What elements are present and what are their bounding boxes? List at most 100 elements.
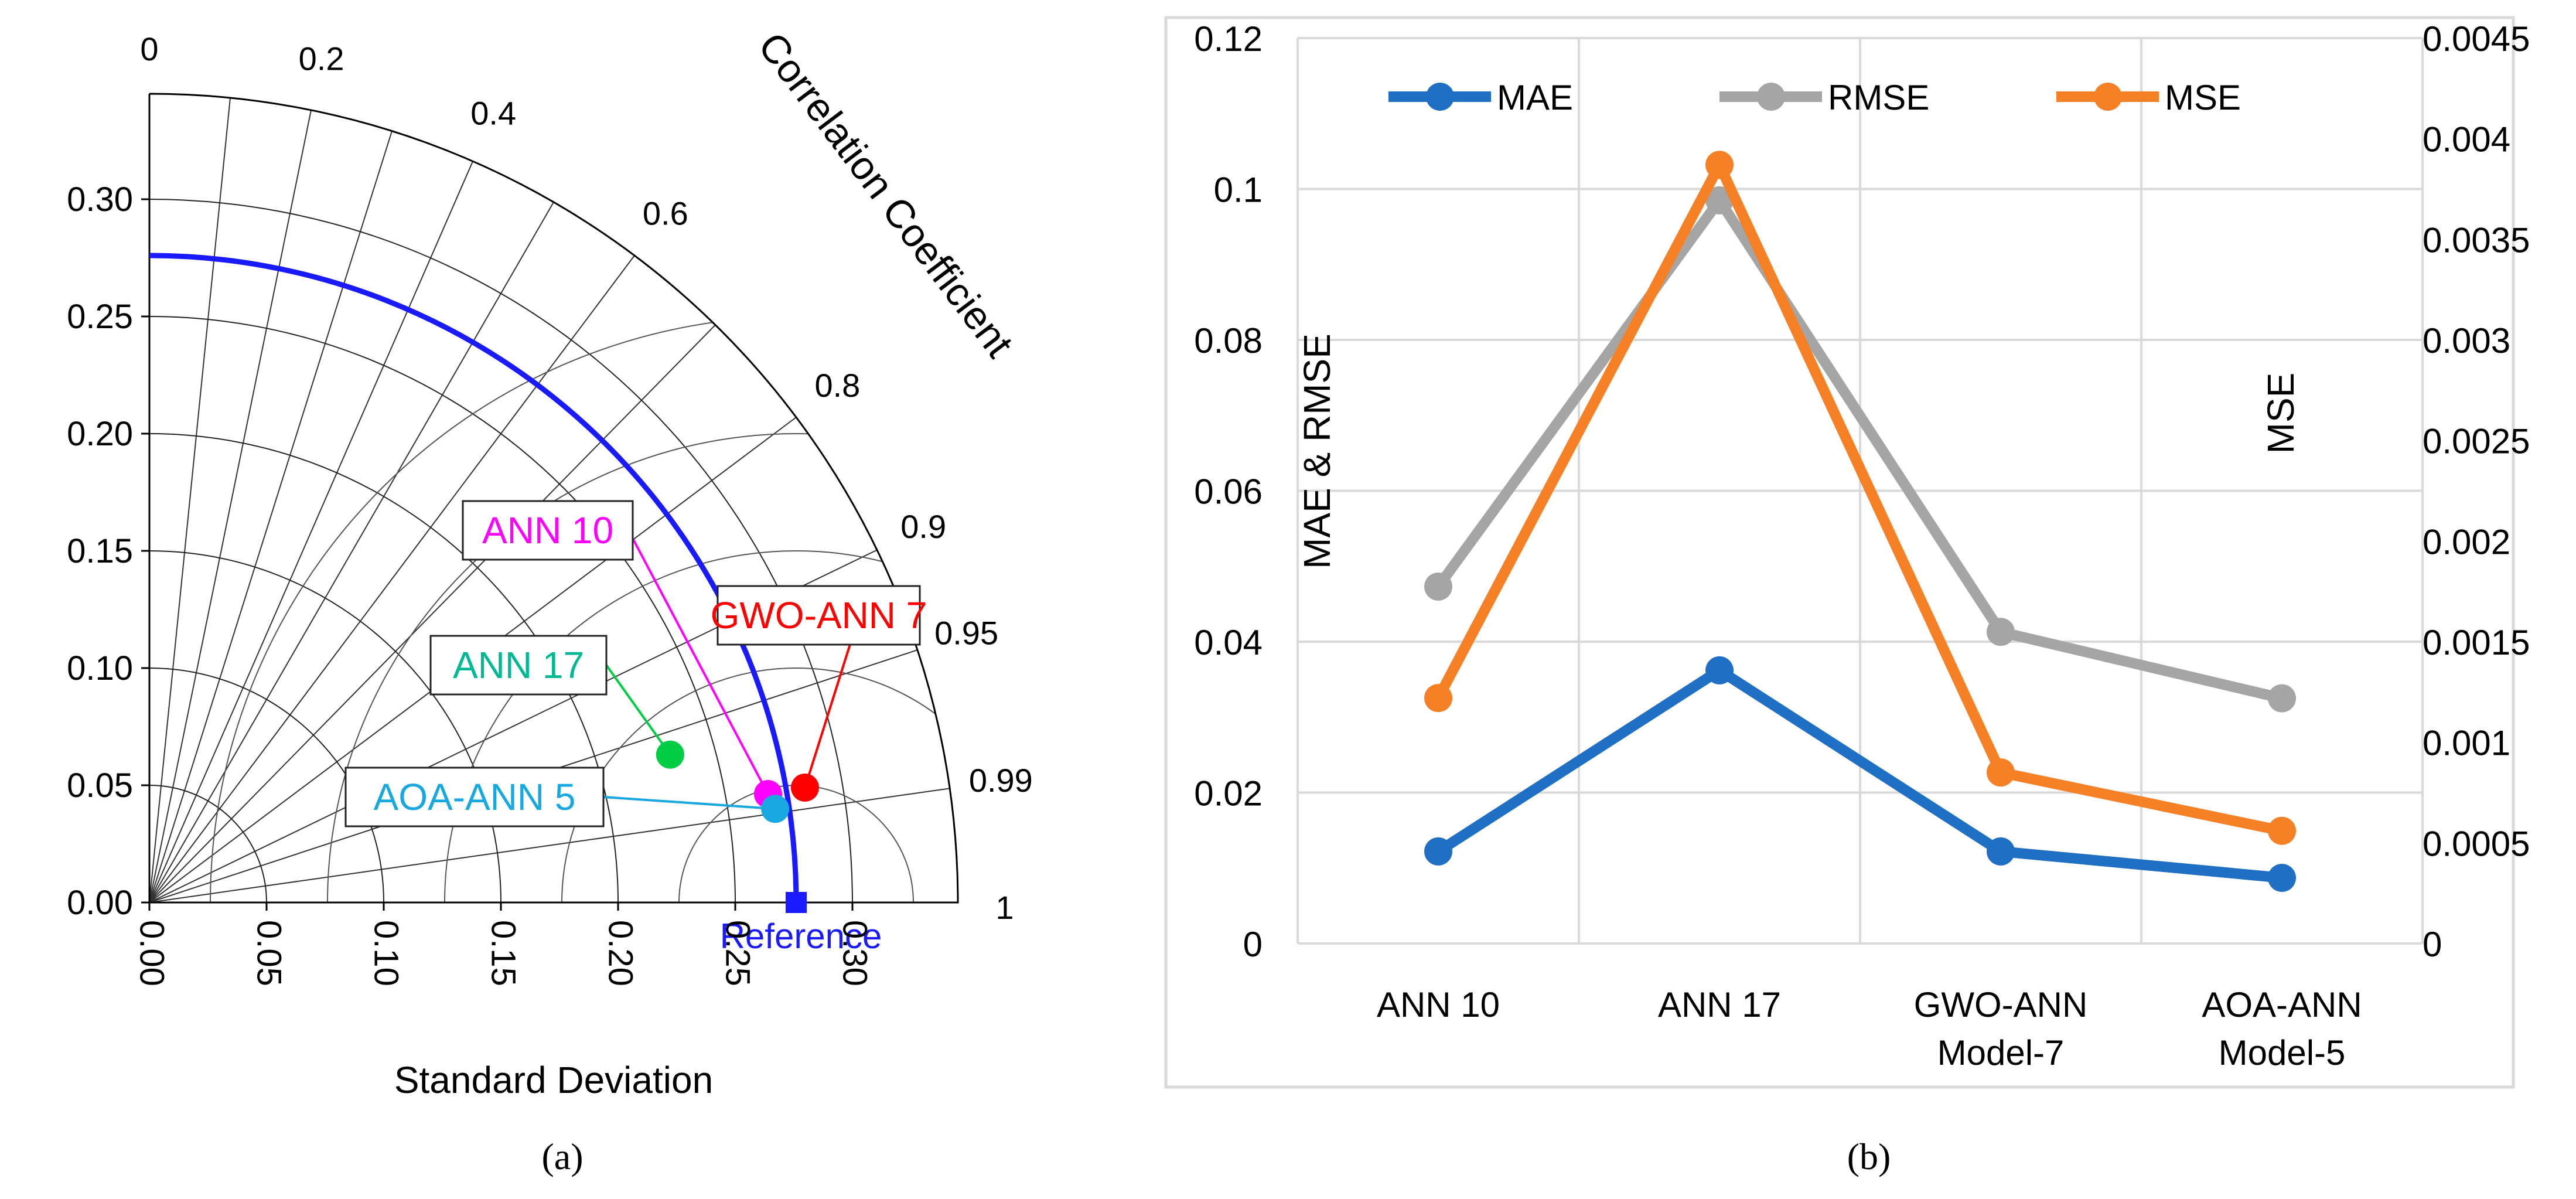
legend-label: RMSE	[1828, 78, 1929, 117]
corr-tick-label: 1	[995, 889, 1014, 926]
legend-label: MAE	[1497, 78, 1573, 117]
diagram-frame	[148, 93, 959, 904]
y-tick-label: 0.25	[67, 298, 133, 336]
corr-spoke	[149, 788, 950, 903]
x-axis-title: Standard Deviation	[394, 1059, 713, 1101]
corr-spoke	[149, 324, 716, 903]
chart-frame	[1164, 16, 2515, 1089]
reference-arc	[149, 253, 799, 903]
left-tick-label: 0.06	[1194, 472, 1263, 512]
model-point	[790, 773, 819, 802]
series-point-rmse	[1705, 186, 1734, 214]
model-label-box	[462, 500, 634, 561]
corr-spoke	[149, 202, 554, 903]
std-arc	[149, 785, 267, 903]
right-tick-label: 0.0045	[2423, 19, 2530, 59]
reference-marker	[786, 892, 807, 913]
corr-tick-label: 0.99	[969, 762, 1033, 799]
corr-spoke	[149, 110, 312, 903]
line-chart: 0 0.02 0.04 0.06 0.08 0.1 0.12 0 0.0005 0.001 0.00…	[1164, 16, 2530, 1177]
corr-spoke	[149, 97, 231, 903]
right-tick-label: 0.003	[2423, 321, 2510, 360]
corr-tick-label: 0.9	[900, 508, 946, 545]
right-axis-title: MSE	[2260, 373, 2302, 454]
x-tick-label: 0.10	[367, 920, 405, 986]
left-tick-label: 0.08	[1194, 321, 1263, 360]
corr-tick-label: 0.4	[470, 95, 516, 132]
right-tick-label: 0.0035	[2423, 220, 2530, 260]
model-leader-line	[804, 618, 859, 788]
corr-spoke	[149, 161, 473, 903]
left-tick-label: 0.02	[1194, 774, 1263, 813]
legend-swatch-point	[1426, 83, 1454, 111]
corr-tick-label: 0.8	[814, 367, 860, 404]
reference-label: Reference	[720, 917, 882, 956]
corr-tick-label: 0.6	[643, 195, 688, 232]
y-tick-label: 0.00	[67, 884, 133, 922]
series-line-mae	[1435, 665, 2282, 883]
x-tick-label: 0.00	[133, 920, 171, 986]
std-arc	[149, 316, 736, 903]
legend-swatch-point	[2094, 83, 2122, 111]
std-arc	[149, 667, 384, 903]
category-label: ANN 10	[1377, 985, 1500, 1024]
model-label-box	[716, 585, 921, 646]
legend-label: MSE	[2165, 78, 2241, 117]
y-tick-label: 0.20	[67, 415, 133, 453]
rms-arc	[327, 433, 958, 902]
category-label: Model-5	[2219, 1033, 2346, 1072]
series-point-mse	[2268, 816, 2296, 845]
category-label: AOA-ANN	[2202, 985, 2362, 1024]
series-point-rmse	[1987, 618, 2015, 646]
right-tick-label: 0.002	[2423, 522, 2510, 561]
left-axis-title: MAE & RMSE	[1296, 333, 1338, 569]
series-point-mse	[1705, 151, 1734, 179]
model-label: ANN 17	[453, 644, 584, 686]
x-tick-label: 0.20	[602, 920, 640, 986]
right-tick-label: 0	[2423, 925, 2442, 964]
rms-arc	[444, 550, 958, 902]
left-tick-label: 0.12	[1194, 19, 1263, 59]
right-tick-label: 0.001	[2423, 724, 2510, 763]
series-line-mse	[1434, 159, 2283, 836]
left-tick-label: 0.04	[1194, 623, 1263, 662]
x-tick-label: 0.05	[250, 920, 288, 986]
x-tick-label: 0.30	[836, 920, 874, 986]
model-leader-line	[626, 527, 769, 795]
std-arc	[149, 433, 619, 903]
y-tick-label: 0.30	[67, 180, 133, 219]
model-label-box	[344, 767, 605, 827]
series-point-mae	[1424, 837, 1452, 866]
model-leader-line	[603, 796, 776, 810]
y-tick-label: 0.15	[67, 532, 133, 570]
series-point-mae	[2268, 863, 2296, 892]
model-label: GWO-ANN 7	[711, 594, 927, 636]
y-tick-label: 0.10	[67, 649, 133, 687]
series-point-rmse	[1424, 573, 1452, 601]
series-point-mae	[1987, 837, 2015, 866]
corr-axis-title: Correlation Coefficient	[749, 24, 1022, 365]
right-tick-label: 0.0005	[2423, 824, 2530, 863]
left-tick-label: 0.1	[1214, 171, 1263, 210]
category-label: ANN 17	[1658, 985, 1781, 1024]
corr-tick-label: 0	[140, 30, 158, 67]
model-point	[656, 740, 684, 769]
left-tick-label: 0	[1243, 925, 1263, 964]
corr-spoke	[149, 131, 393, 903]
category-label: GWO-ANN	[1914, 985, 2088, 1024]
series-point-mse	[1987, 758, 2015, 787]
right-tick-label: 0.0025	[2423, 422, 2530, 461]
corr-tick-label: 0.95	[934, 615, 998, 652]
series-line-rmse	[1434, 195, 2284, 704]
series-point-mae	[1705, 656, 1734, 684]
x-tick-label: 0.15	[485, 920, 523, 986]
category-label: Model-7	[1937, 1033, 2065, 1072]
x-tick-label: 0.25	[719, 920, 757, 986]
right-tick-label: 0.0015	[2423, 623, 2530, 662]
model-label: ANN 10	[482, 509, 613, 551]
series-point-mse	[1424, 684, 1452, 713]
right-tick-label: 0.004	[2423, 120, 2510, 159]
model-label: AOA-ANN 5	[374, 776, 576, 818]
model-leader-line	[605, 664, 671, 755]
